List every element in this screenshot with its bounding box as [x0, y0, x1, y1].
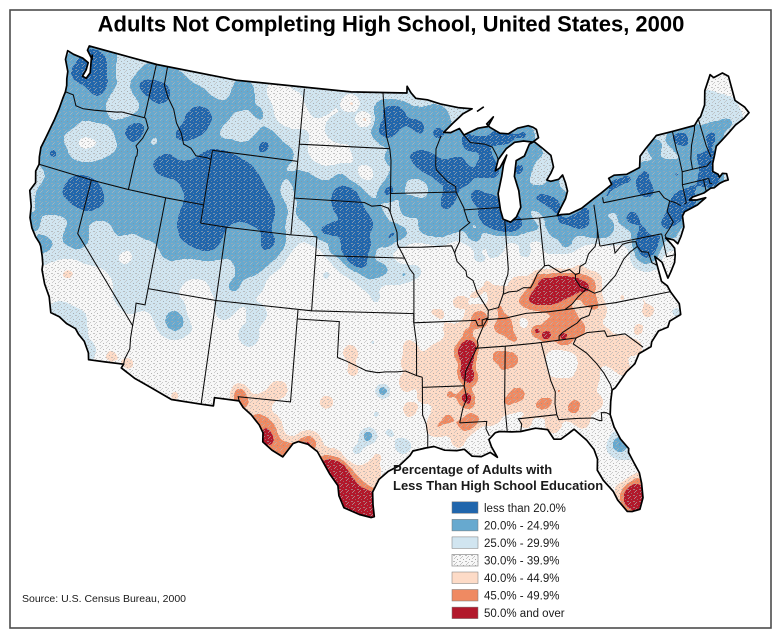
svg-text:45.0% - 49.9%: 45.0% - 49.9% [484, 591, 559, 603]
svg-text:20.0% - 24.9%: 20.0% - 24.9% [484, 520, 559, 532]
svg-text:50.0% and over: 50.0% and over [484, 608, 565, 620]
svg-text:30.0% - 39.9%: 30.0% - 39.9% [484, 556, 559, 568]
svg-text:40.0% - 44.9%: 40.0% - 44.9% [484, 573, 559, 585]
svg-text:less than 20.0%: less than 20.0% [484, 503, 566, 515]
svg-text:25.0% - 29.9%: 25.0% - 29.9% [484, 538, 559, 550]
svg-text:Adults Not Completing High Sch: Adults Not Completing High School, Unite… [98, 12, 685, 37]
svg-text:Percentage of Adults with: Percentage of Adults with [393, 462, 552, 477]
svg-text:Less Than High School Educatio: Less Than High School Education [393, 478, 603, 493]
svg-text:Source: U.S. Census Bureau, 2: Source: U.S. Census Bureau, 2000 [22, 593, 186, 605]
